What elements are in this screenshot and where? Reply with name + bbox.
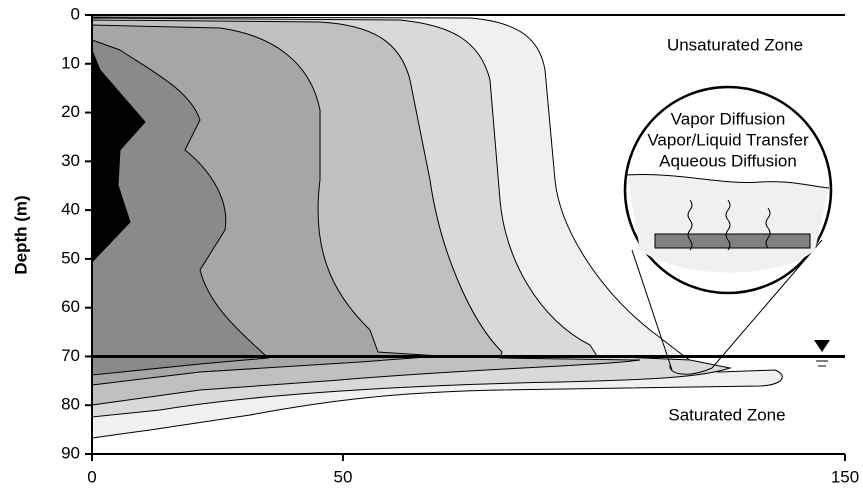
x-tick-label: 0 xyxy=(87,467,96,486)
y-tick-label: 80 xyxy=(61,395,80,414)
y-axis-label: Depth (m) xyxy=(11,195,30,274)
inset-region xyxy=(627,175,829,273)
chart: Vapor Diffusion Vapor/Liquid Transfer Aq… xyxy=(0,0,863,493)
y-tick-label: 90 xyxy=(61,443,80,462)
y-tick-label: 40 xyxy=(61,200,80,219)
y-tick-label: 60 xyxy=(61,297,80,316)
y-tick-label: 70 xyxy=(61,346,80,365)
y-tick-label: 50 xyxy=(61,248,80,267)
inset-label: Vapor/Liquid Transfer xyxy=(647,130,809,149)
zone-label: Unsaturated Zone xyxy=(667,35,803,54)
y-tick-label: 0 xyxy=(71,4,80,23)
x-tick-label: 150 xyxy=(831,467,859,486)
inset-label: Vapor Diffusion xyxy=(671,109,786,128)
y-tick-label: 10 xyxy=(61,53,80,72)
inset-layer xyxy=(655,234,810,248)
inset-label: Aqueous Diffusion xyxy=(659,151,797,170)
inset: Vapor Diffusion Vapor/Liquid Transfer Aq… xyxy=(625,87,831,374)
zone-label: Saturated Zone xyxy=(668,405,785,424)
y-tick-label: 30 xyxy=(61,151,80,170)
x-tick-label: 50 xyxy=(334,467,353,486)
water-table-symbol xyxy=(814,340,830,352)
y-tick-label: 20 xyxy=(61,102,80,121)
